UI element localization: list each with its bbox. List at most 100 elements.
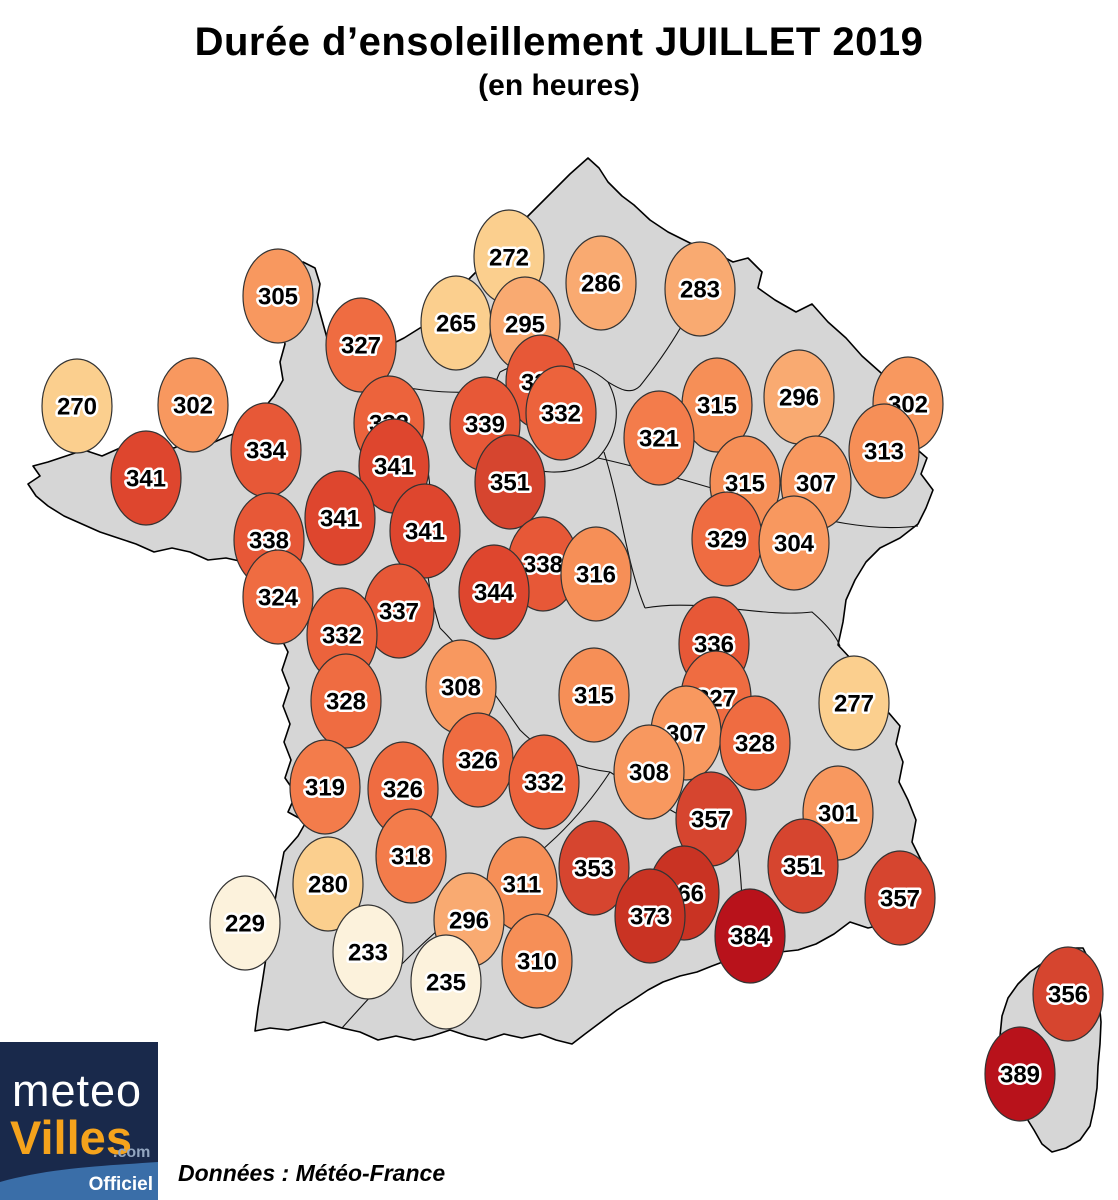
data-bubble: 334 xyxy=(230,402,302,498)
bubble-value-label: 326 xyxy=(458,748,498,775)
bubble-value-label: 389 xyxy=(1000,1062,1040,1089)
data-bubble: 351 xyxy=(767,818,839,914)
data-bubble: 357 xyxy=(864,850,936,946)
bubble-value-label: 283 xyxy=(680,277,720,304)
page-subtitle: (en heures) xyxy=(478,69,640,102)
bubble-value-label: 319 xyxy=(305,775,345,802)
data-bubble: 356 xyxy=(1032,946,1104,1042)
logo-com-text: .com xyxy=(113,1144,151,1161)
bubble-value-label: 324 xyxy=(258,585,299,612)
bubble-value-label: 321 xyxy=(639,426,679,453)
bubble-value-label: 344 xyxy=(474,580,515,607)
data-bubble: 280 xyxy=(292,836,364,932)
data-bubble: 353 xyxy=(558,820,630,916)
bubble-value-label: 265 xyxy=(436,311,476,338)
bubble-value-label: 296 xyxy=(449,908,489,935)
data-bubble: 389 xyxy=(984,1026,1056,1122)
bubble-value-label: 296 xyxy=(779,385,819,412)
data-bubble: 277 xyxy=(818,655,890,751)
bubble-value-label: 328 xyxy=(326,689,366,716)
bubble-value-label: 308 xyxy=(441,675,481,702)
bubble-value-label: 353 xyxy=(574,856,614,883)
logo-villes-text: Villes xyxy=(10,1111,132,1164)
bubble-value-label: 338 xyxy=(523,552,563,579)
data-bubble: 337 xyxy=(363,563,435,659)
data-bubble: 373 xyxy=(614,868,686,964)
data-bubble: 315 xyxy=(558,647,630,743)
bubble-value-label: 235 xyxy=(426,970,466,997)
data-bubble: 327 xyxy=(325,297,397,393)
bubble-value-label: 315 xyxy=(574,683,614,710)
bubble-value-label: 318 xyxy=(391,844,431,871)
bubble-value-label: 313 xyxy=(864,439,904,466)
bubble-value-label: 305 xyxy=(258,284,298,311)
data-bubble: 324 xyxy=(242,549,314,645)
data-bubble: 326 xyxy=(442,712,514,808)
data-bubble: 351 xyxy=(474,434,546,530)
bubble-value-label: 341 xyxy=(126,466,166,493)
bubble-value-label: 341 xyxy=(405,519,445,546)
meteo-villes-logo[interactable]: meteo Villes .com Officiel xyxy=(0,1042,158,1200)
data-bubble: 304 xyxy=(758,495,830,591)
data-bubble: 321 xyxy=(623,390,695,486)
data-bubble: 311 xyxy=(486,836,558,932)
bubble-value-label: 307 xyxy=(796,471,836,498)
bubble-value-label: 334 xyxy=(246,438,287,465)
data-bubble: 332 xyxy=(525,365,597,461)
data-bubble: 305 xyxy=(242,248,314,344)
bubble-value-label: 329 xyxy=(707,527,747,554)
bubble-value-label: 272 xyxy=(489,245,529,272)
data-bubble: 316 xyxy=(560,526,632,622)
bubble-value-label: 315 xyxy=(697,393,737,420)
data-bubble: 344 xyxy=(458,544,530,640)
data-bubble: 235 xyxy=(410,934,482,1030)
data-bubble: 329 xyxy=(691,491,763,587)
bubble-value-label: 351 xyxy=(490,470,530,497)
data-bubble: 265 xyxy=(420,275,492,371)
data-bubble: 308 xyxy=(613,724,685,820)
bubble-value-label: 302 xyxy=(173,393,213,420)
data-bubble: 308 xyxy=(425,639,497,735)
data-bubble: 302 xyxy=(157,357,229,453)
bubble-value-label: 339 xyxy=(465,412,505,439)
bubble-value-label: 304 xyxy=(774,531,815,558)
data-bubble: 270 xyxy=(41,358,113,454)
data-bubble: 296 xyxy=(433,872,505,968)
data-bubble: 296 xyxy=(763,349,835,445)
data-bubble: 328 xyxy=(310,653,382,749)
bubble-value-label: 270 xyxy=(57,394,97,421)
logo-officiel-text: Officiel xyxy=(88,1174,153,1195)
data-bubble: 384 xyxy=(714,888,786,984)
bubble-value-label: 233 xyxy=(348,940,388,967)
bubble-value-label: 351 xyxy=(783,854,823,881)
bubble-value-label: 332 xyxy=(322,623,362,650)
value-bubbles: 2722862833052652953273382963023023152703… xyxy=(41,209,1104,1122)
bubble-value-label: 316 xyxy=(576,562,616,589)
bubble-value-label: 357 xyxy=(880,886,920,913)
bubble-value-label: 301 xyxy=(818,801,858,828)
data-bubble: 283 xyxy=(664,241,736,337)
bubble-value-label: 357 xyxy=(691,807,731,834)
data-bubble: 328 xyxy=(719,695,791,791)
data-bubble: 286 xyxy=(565,235,637,331)
bubble-value-label: 327 xyxy=(341,333,381,360)
page-title: Durée d’ensoleillement JUILLET 2019 xyxy=(194,20,924,64)
bubble-value-label: 337 xyxy=(379,599,419,626)
data-bubble: 357 xyxy=(675,771,747,867)
bubble-value-label: 356 xyxy=(1048,982,1088,1009)
data-bubble: 229 xyxy=(209,875,281,971)
bubble-value-label: 328 xyxy=(735,731,775,758)
bubble-value-label: 341 xyxy=(320,506,360,533)
data-source-note: Données : Météo-France xyxy=(178,1160,446,1186)
data-bubble: 318 xyxy=(375,808,447,904)
bubble-value-label: 341 xyxy=(374,454,414,481)
data-bubble: 341 xyxy=(304,470,376,566)
data-bubble: 332 xyxy=(508,734,580,830)
logo-band-shape xyxy=(0,1162,158,1200)
bubble-value-label: 277 xyxy=(834,691,874,718)
data-bubble: 341 xyxy=(110,430,182,526)
bubble-value-label: 310 xyxy=(517,949,557,976)
bubble-value-label: 332 xyxy=(524,770,564,797)
